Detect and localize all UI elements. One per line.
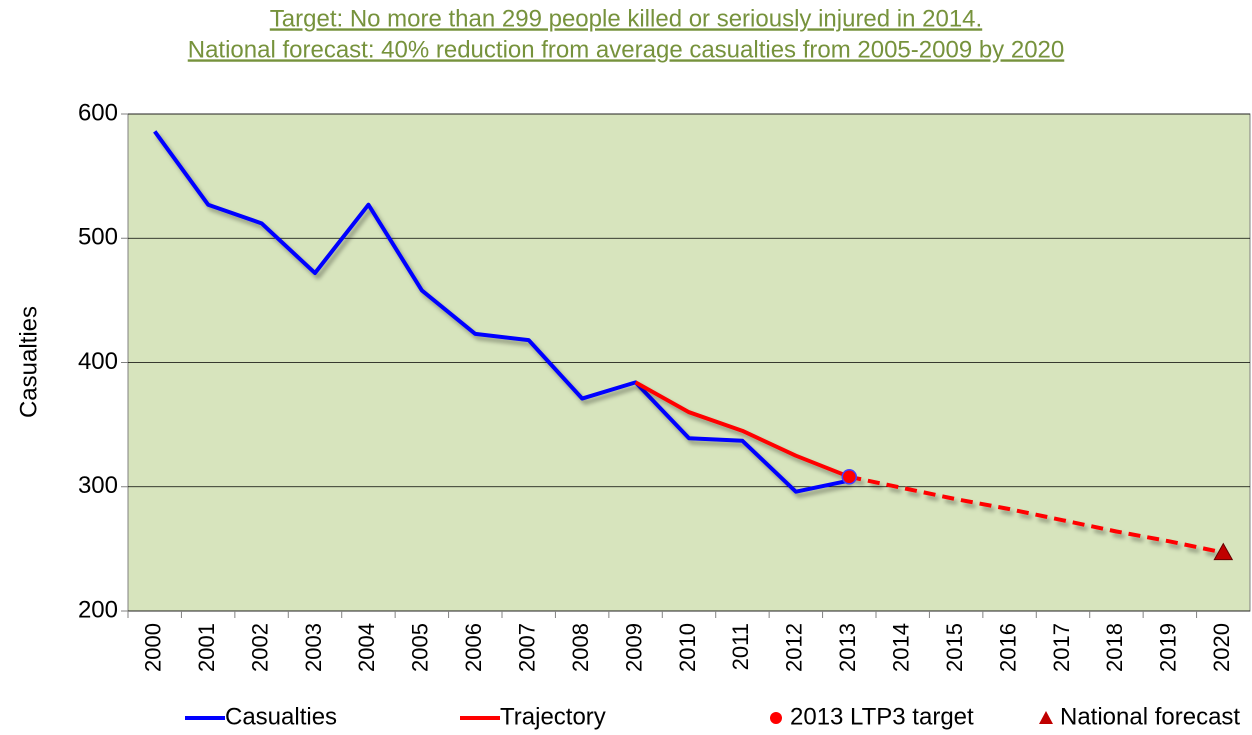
x-tick-label: 2011 xyxy=(728,623,753,670)
x-tick-label: 2016 xyxy=(995,623,1020,672)
legend-label: Casualties xyxy=(225,703,337,730)
x-tick-label: 2001 xyxy=(194,623,219,672)
x-tick-label: 2006 xyxy=(461,623,486,672)
y-axis-label: Casualties xyxy=(15,306,42,418)
x-tick-label: 2019 xyxy=(1156,623,1181,672)
data-line xyxy=(634,380,851,479)
x-tick-label: 2018 xyxy=(1102,623,1127,672)
trend-line-dashed xyxy=(848,474,1224,555)
target-marker xyxy=(841,469,858,485)
x-tick-label: 2014 xyxy=(889,623,914,672)
x-tick-label: 2000 xyxy=(141,623,166,672)
x-tick-label: 2007 xyxy=(515,623,540,672)
legend-label: National forecast xyxy=(1060,703,1240,730)
y-tick-label: 400 xyxy=(78,348,118,375)
y-tick-label: 200 xyxy=(78,596,118,623)
legend-label: Trajectory xyxy=(500,703,606,730)
data-line xyxy=(153,130,850,494)
x-tick-label: 2013 xyxy=(835,623,860,672)
legend-symbol xyxy=(1039,711,1053,724)
x-tick-label: 2009 xyxy=(621,623,646,672)
x-tick-label: 2010 xyxy=(675,623,700,672)
legend-symbol xyxy=(770,712,782,724)
forecast-marker xyxy=(1213,542,1234,561)
y-tick-label: 600 xyxy=(78,99,118,126)
chart-subtitle: National forecast: 40% reduction from av… xyxy=(188,36,1065,63)
legend-label: 2013 LTP3 target xyxy=(790,703,974,730)
chart-title: Target: No more than 299 people killed o… xyxy=(270,5,982,32)
x-tick-label: 2015 xyxy=(942,623,967,672)
x-tick-label: 2005 xyxy=(408,623,433,672)
y-tick-label: 500 xyxy=(78,224,118,251)
x-tick-label: 2002 xyxy=(247,623,272,672)
x-tick-label: 2008 xyxy=(568,623,593,672)
x-tick-label: 2004 xyxy=(354,623,379,672)
y-tick-label: 300 xyxy=(78,472,118,499)
x-tick-label: 2017 xyxy=(1049,623,1074,672)
x-tick-label: 2003 xyxy=(301,623,326,672)
x-tick-label: 2020 xyxy=(1209,623,1234,672)
x-tick-label: 2012 xyxy=(782,623,807,672)
